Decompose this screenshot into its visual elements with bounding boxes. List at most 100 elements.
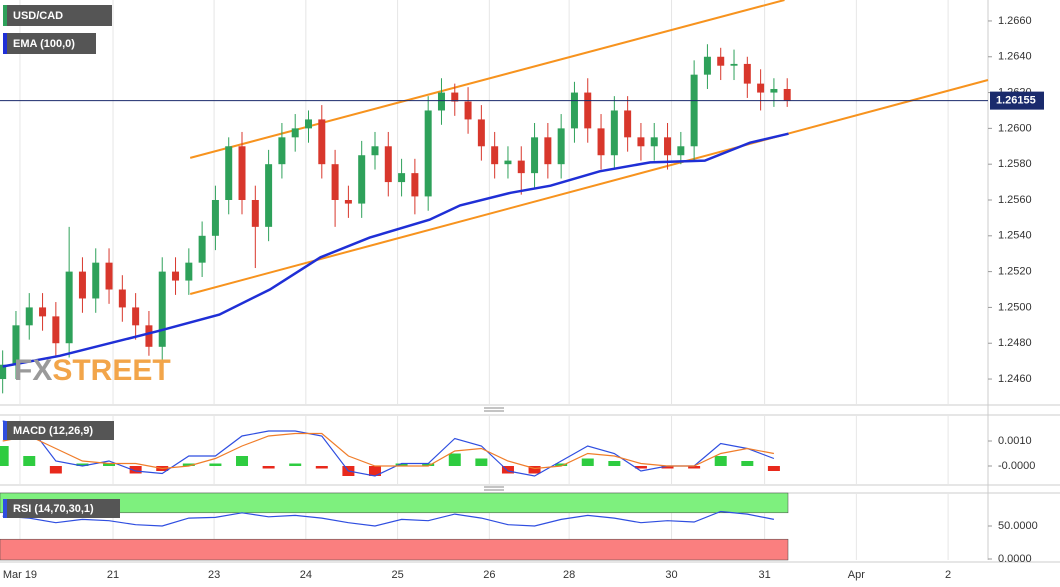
candle-body <box>743 63 751 84</box>
candle-body <box>105 262 113 290</box>
candle-body <box>703 56 711 75</box>
candle-body <box>358 155 366 204</box>
chart-title: USD/CAD <box>13 10 63 22</box>
candle-body <box>118 289 126 308</box>
candle-body <box>398 173 406 183</box>
price-label: 1.26155 <box>996 95 1036 107</box>
y-tick-label: 1.2660 <box>998 15 1032 27</box>
candle-body <box>570 92 578 129</box>
candle-body <box>637 137 645 147</box>
candle-body <box>305 119 313 129</box>
histogram-bar <box>608 461 621 466</box>
watermark-street: STREET <box>52 354 170 387</box>
histogram-bar <box>289 463 302 466</box>
x-tick-label: Mar 19 <box>3 569 37 581</box>
candle-body <box>185 262 193 281</box>
x-tick-label: 31 <box>758 569 770 581</box>
histogram-bar <box>182 463 195 466</box>
price-label-box <box>990 91 1044 110</box>
candle-body <box>384 146 392 183</box>
y-tick-label: 0.0000 <box>998 553 1032 565</box>
legend-box <box>3 421 114 440</box>
candle-body <box>225 146 233 200</box>
y-tick-label: 1.2520 <box>998 266 1032 278</box>
candle-body <box>371 146 379 156</box>
candle-body <box>132 307 140 326</box>
y-tick-label: 1.2460 <box>998 373 1032 385</box>
candle-body <box>52 316 60 344</box>
candle-body <box>783 88 791 101</box>
histogram-bar <box>368 466 381 476</box>
x-tick-label: 28 <box>563 569 575 581</box>
y-tick-label: 1.2480 <box>998 337 1032 349</box>
overbought-band <box>0 492 789 514</box>
legend-swatch <box>3 499 7 518</box>
histogram-bar <box>129 466 142 474</box>
histogram-bar <box>49 466 62 474</box>
y-tick-label: 0.0010 <box>998 435 1032 447</box>
candle-body <box>664 137 672 156</box>
histogram-bar <box>634 466 647 469</box>
histogram-bar <box>448 453 461 466</box>
candle-body <box>770 88 778 93</box>
histogram-bar <box>528 466 541 474</box>
candle-body <box>158 271 166 347</box>
candle-body <box>451 92 459 102</box>
candle-body <box>557 128 565 165</box>
candle-body <box>517 160 525 174</box>
candle-body <box>92 262 100 299</box>
line <box>2 510 775 527</box>
candle-body <box>265 164 273 227</box>
candle-body <box>610 110 618 156</box>
panel-title: MACD (12,26,9) <box>13 425 93 437</box>
y-tick-label: 1.2640 <box>998 51 1032 63</box>
candle-body <box>717 56 725 66</box>
legend-label: EMA (100,0) <box>13 38 75 50</box>
histogram-bar <box>422 463 435 466</box>
legend-swatch <box>3 421 7 440</box>
y-tick-label: 50.0000 <box>998 520 1038 532</box>
y-tick-label: -0.0000 <box>998 460 1035 472</box>
legend-swatch <box>3 33 7 54</box>
candle-body <box>597 128 605 156</box>
candle-body <box>238 146 246 200</box>
candle-body <box>477 119 485 147</box>
candle-body <box>78 271 86 299</box>
candle-body <box>344 199 352 204</box>
candle-body <box>690 74 698 147</box>
histogram-bar <box>475 458 488 466</box>
histogram-bar <box>581 458 594 466</box>
x-tick-label: 23 <box>208 569 220 581</box>
x-tick-label: 30 <box>665 569 677 581</box>
candle-body <box>504 160 512 165</box>
candle-body <box>318 119 326 165</box>
candle-body <box>677 146 685 156</box>
candle-body <box>730 63 738 66</box>
candle-body <box>437 92 445 111</box>
histogram-bar <box>103 463 116 466</box>
histogram-bar <box>23 456 36 466</box>
histogram-bar <box>767 466 780 471</box>
candle-body <box>650 137 658 147</box>
line <box>189 79 989 295</box>
candle-body <box>65 271 73 344</box>
histogram-bar <box>741 461 754 466</box>
candle-body <box>584 92 592 129</box>
x-tick-label: 25 <box>391 569 403 581</box>
watermark-fx: FX <box>14 354 52 387</box>
candle-body <box>198 235 206 263</box>
oversold-band <box>0 538 789 561</box>
panel-title: RSI (14,70,30,1) <box>13 503 94 515</box>
candle-body <box>145 325 153 347</box>
line <box>2 432 775 470</box>
histogram-bar <box>315 466 328 469</box>
y-tick-label: 1.2560 <box>998 194 1032 206</box>
candle-body <box>491 146 499 165</box>
histogram-bar <box>395 463 408 466</box>
watermark: FXSTREET <box>14 354 171 387</box>
line <box>189 0 785 159</box>
candle-body <box>0 364 7 380</box>
x-tick-label: 21 <box>107 569 119 581</box>
histogram-bar <box>236 456 249 466</box>
